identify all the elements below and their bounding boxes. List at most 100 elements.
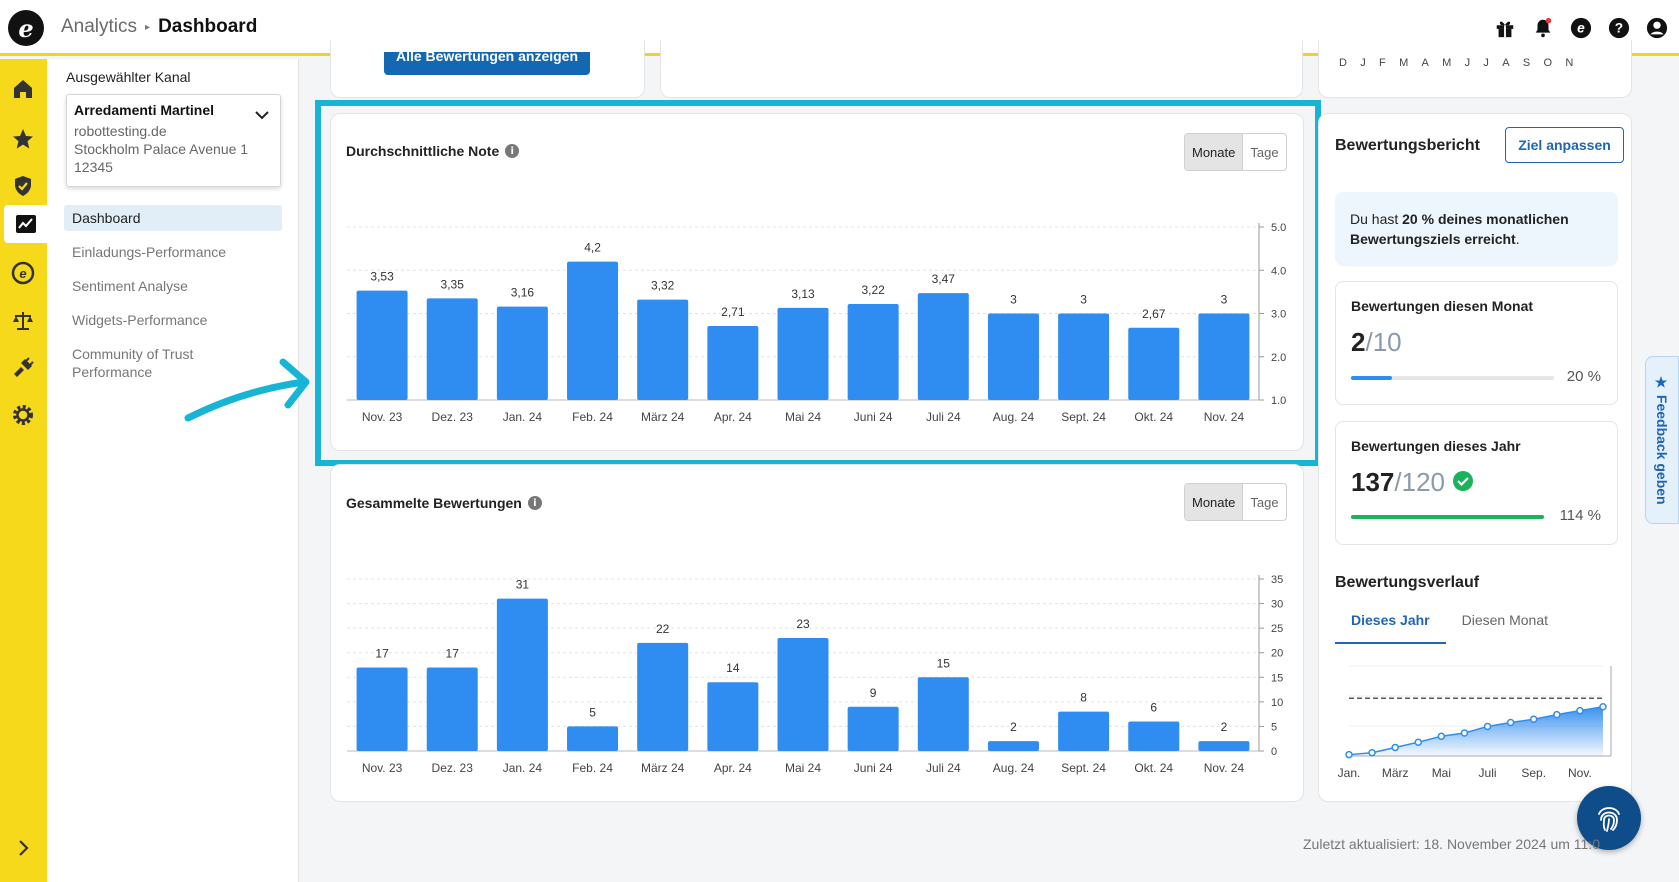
month-progress-fill <box>1351 376 1392 380</box>
bar-value-label: 2,71 <box>721 305 745 319</box>
bar-value-label: 3 <box>1080 293 1087 307</box>
breadcrumb-analytics[interactable]: Analytics <box>61 16 138 37</box>
x-tick-label: Nov. 24 <box>1204 410 1245 424</box>
toggle-months[interactable]: Monate <box>1185 134 1244 170</box>
bar <box>496 598 548 751</box>
analytics-icon[interactable] <box>4 205 47 243</box>
channel-domain: robottesting.de <box>74 123 167 139</box>
collected-reviews-period-toggle[interactable]: Monate Tage <box>1184 483 1287 521</box>
goal-text-post: . <box>1515 231 1520 247</box>
history-point <box>1368 748 1376 757</box>
shield-check-icon[interactable] <box>9 172 37 200</box>
subnav-sentiment-analysis[interactable]: Sentiment Analyse <box>72 278 188 294</box>
x-tick-label: Feb. 24 <box>572 761 613 775</box>
subnav-dashboard[interactable]: Dashboard <box>64 205 282 231</box>
history-x-label: Jan. <box>1338 766 1361 780</box>
bar-value-label: 2,67 <box>1142 307 1166 321</box>
page-title: Dashboard <box>158 16 258 37</box>
bar-value-label: 14 <box>726 661 740 675</box>
bell-icon[interactable] <box>1531 16 1555 40</box>
help-icon[interactable]: ? <box>1607 16 1631 40</box>
bar <box>987 313 1039 400</box>
bar <box>1058 711 1110 751</box>
all-reviews-button[interactable]: Alle Bewertungen anzeigen <box>384 52 590 75</box>
expand-chevron-icon[interactable] <box>9 834 37 862</box>
gift-icon[interactable] <box>1493 16 1517 40</box>
x-tick-label: Aug. 24 <box>993 410 1035 424</box>
x-tick-label: Aug. 24 <box>993 761 1035 775</box>
bar <box>1198 741 1250 751</box>
info-icon[interactable]: i <box>527 496 542 510</box>
bar <box>637 642 689 751</box>
bar-value-label: 31 <box>516 578 530 592</box>
home-icon[interactable] <box>9 75 37 103</box>
subnav-widgets-performance[interactable]: Widgets-Performance <box>72 312 208 328</box>
annotation-arrow-icon <box>184 358 310 422</box>
bar <box>567 261 619 400</box>
collected-reviews-title: Gesammelte Bewertungen i <box>346 495 542 511</box>
tab-this-month[interactable]: Diesen Monat <box>1461 612 1548 628</box>
toggle-months[interactable]: Monate <box>1185 484 1244 520</box>
bar-value-label: 15 <box>937 656 951 670</box>
tab-this-year[interactable]: Dieses Jahr <box>1335 606 1446 644</box>
y-tick-label: 4.0 <box>1271 265 1286 277</box>
bar <box>1128 721 1180 751</box>
bar <box>847 706 899 751</box>
plugin-icon[interactable] <box>9 354 37 382</box>
bar-value-label: 3,16 <box>511 286 535 300</box>
y-tick-label: 35 <box>1271 574 1283 586</box>
fingerprint-button[interactable] <box>1577 786 1641 850</box>
bar <box>847 303 899 400</box>
reviews-this-year-value: 137/120 <box>1351 467 1473 498</box>
feedback-tab[interactable]: ★ Feedback geben <box>1645 356 1679 524</box>
x-tick-label: Dez. 23 <box>432 761 474 775</box>
bar-value-label: 3,13 <box>791 287 815 301</box>
year-goal: /120 <box>1394 467 1445 497</box>
account-icon[interactable] <box>1645 16 1669 40</box>
star-icon[interactable] <box>9 125 37 153</box>
bar-value-label: 3 <box>1010 293 1017 307</box>
adjust-goal-button[interactable]: Ziel anpassen <box>1505 127 1624 163</box>
scales-icon[interactable] <box>9 307 37 335</box>
gear-icon[interactable] <box>9 401 37 429</box>
x-tick-label: Jan. 24 <box>503 410 543 424</box>
month-count: 2 <box>1351 327 1366 357</box>
trustedshops-logo[interactable]: e <box>8 10 44 46</box>
trustedshops-e-icon[interactable]: e <box>9 259 37 287</box>
goal-progress-message: Du hast 20 % deines monatlichen Bewertun… <box>1335 192 1618 266</box>
history-tabs: Dieses Jahr Diesen Monat <box>1335 606 1564 644</box>
x-tick-label: Mai 24 <box>785 761 821 775</box>
channel-label: Ausgewählter Kanal <box>66 69 191 85</box>
check-circle-icon <box>1453 467 1473 498</box>
subnav-invitation-performance[interactable]: Einladungs-Performance <box>72 244 227 260</box>
info-icon[interactable]: i <box>505 144 520 158</box>
x-tick-label: März 24 <box>641 410 685 424</box>
history-point <box>1460 729 1469 737</box>
history-point <box>1345 750 1353 759</box>
bar-value-label: 3 <box>1221 293 1228 307</box>
bar <box>707 682 759 751</box>
channel-address: Stockholm Palace Avenue 1 <box>74 141 249 157</box>
history-x-label: Juli <box>1479 766 1497 780</box>
subnav-community-of-trust[interactable]: Community of Trust Performance <box>72 346 194 380</box>
x-tick-label: Okt. 24 <box>1134 761 1173 775</box>
toggle-days[interactable]: Tage <box>1250 494 1279 510</box>
analytics-subnav: Ausgewählter Kanal Arredamenti Martinel … <box>47 59 299 882</box>
bar <box>777 637 829 751</box>
history-point <box>1414 738 1423 746</box>
top-card-left: Alle Bewertungen anzeigen <box>330 40 645 98</box>
y-tick-label: 20 <box>1271 648 1283 660</box>
x-tick-label: Feb. 24 <box>572 410 613 424</box>
chevron-down-icon[interactable] <box>254 107 270 128</box>
channel-selector[interactable]: Arredamenti Martinel robottesting.de Sto… <box>66 94 281 187</box>
toggle-days[interactable]: Tage <box>1250 144 1279 160</box>
trustedshops-icon[interactable]: e <box>1569 16 1593 40</box>
fingerprint-icon <box>1598 807 1620 832</box>
x-tick-label: Dez. 23 <box>432 410 474 424</box>
top-card-right: DJFMAMJJASON <box>1318 40 1632 98</box>
bar-value-label: 23 <box>796 617 810 631</box>
average-rating-period-toggle[interactable]: Monate Tage <box>1184 133 1287 171</box>
collected-reviews-card: Gesammelte Bewertungen i Monate Tage 35 3… <box>330 464 1304 802</box>
bar <box>1128 327 1180 400</box>
bar <box>356 667 408 751</box>
